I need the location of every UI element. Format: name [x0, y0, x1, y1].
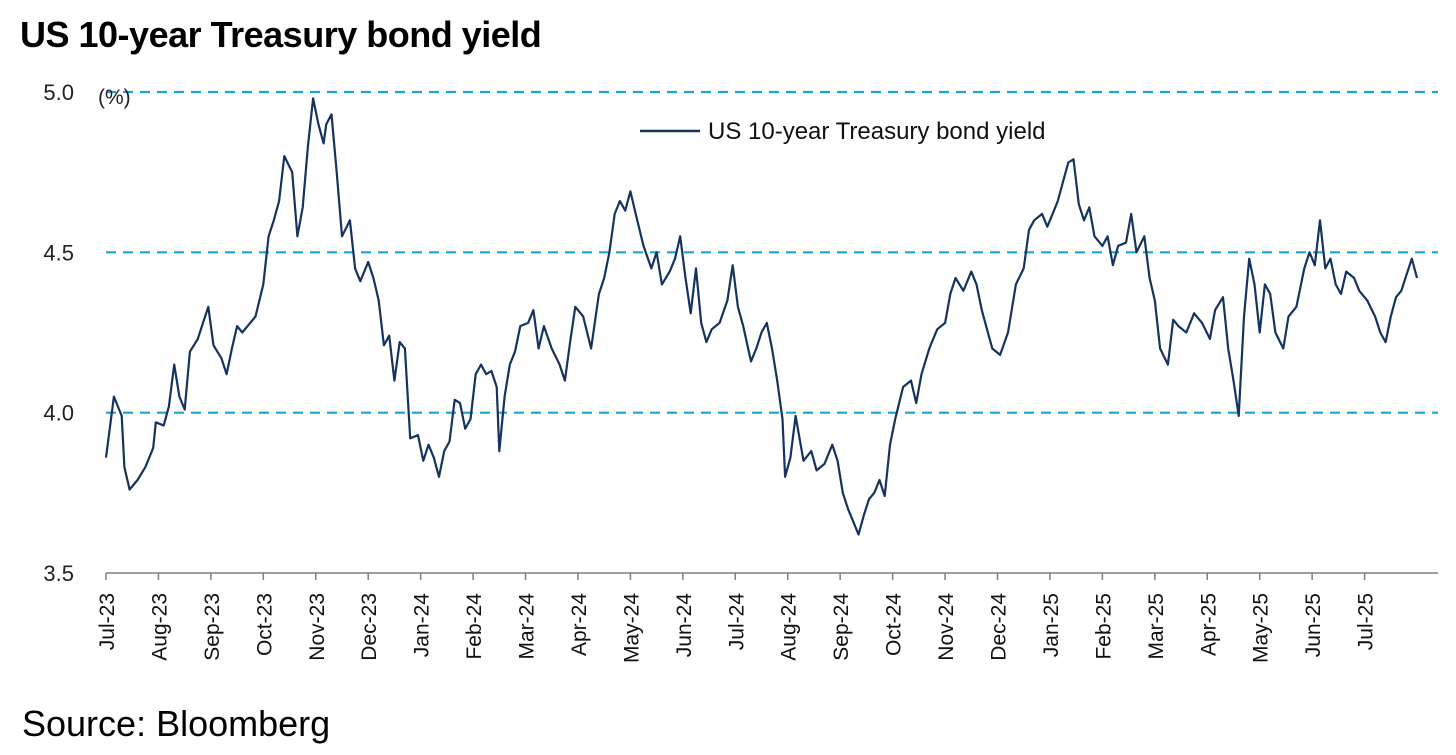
x-tick-label: Jun-24: [673, 593, 696, 658]
y-tick-labels: 3.5 4.0 4.5 5.0: [43, 80, 74, 586]
x-tick-label: Feb-25: [1092, 593, 1115, 660]
x-tick-label: Oct-24: [883, 593, 906, 656]
x-tick-label: Jul-23: [96, 593, 119, 650]
x-tick-label: Oct-23: [253, 593, 276, 656]
x-tick-label: Feb-24: [463, 593, 486, 660]
x-tick-label: Mar-25: [1145, 593, 1168, 660]
x-tick-label: Jan-24: [411, 593, 434, 658]
x-tick-label: Apr-25: [1197, 593, 1220, 656]
x-tick-label: Jul-24: [725, 593, 748, 651]
x-tick-label: May-25: [1250, 593, 1273, 663]
gridlines: [106, 90, 1438, 414]
x-tick-label: Aug-24: [778, 593, 801, 661]
x-tick-label: Mar-24: [516, 593, 539, 660]
y-tick-label: 4.0: [43, 401, 74, 426]
x-tick-label: Jan-25: [1040, 593, 1063, 657]
x-tick-label: Dec-23: [358, 593, 381, 661]
x-tick-label: May-24: [620, 593, 643, 663]
x-tick-label: Jun-25: [1302, 593, 1325, 657]
y-tick-label: 4.5: [43, 240, 74, 265]
y-tick-label: 5.0: [43, 80, 74, 105]
x-tick-label: Nov-24: [935, 593, 958, 661]
series-layer: [104, 97, 1419, 536]
x-tick-label: Apr-24: [568, 593, 591, 656]
y-tick-label: 3.5: [43, 561, 74, 586]
legend: US 10-year Treasury bond yield: [640, 118, 1046, 145]
x-tick-label: Sep-24: [830, 593, 853, 661]
legend-label: US 10-year Treasury bond yield: [708, 118, 1046, 145]
x-tick-label: Sep-23: [201, 593, 224, 661]
x-tick-label: Jul-25: [1355, 593, 1378, 650]
series-line: [104, 97, 1419, 536]
x-tick-label: Aug-23: [148, 593, 171, 661]
x-tick-label: Nov-23: [306, 593, 329, 661]
x-tick-labels: Jul-23 Aug-23 Sep-23 Oct-23 Nov-23 Dec-23 Jan-…: [96, 593, 1378, 663]
chart-title: US 10-year Treasury bond yield: [20, 14, 542, 55]
x-tick-label: Dec-24: [987, 593, 1010, 661]
source-note: Source: Bloomberg: [22, 703, 331, 744]
x-tick-marks: [105, 573, 1366, 580]
line-chart: 3.5 4.0 4.5 5.0 (%) Jul-23 Aug-23 Sep-23 Oct-2…: [43, 80, 1438, 663]
y-unit-label: (%): [98, 86, 131, 109]
